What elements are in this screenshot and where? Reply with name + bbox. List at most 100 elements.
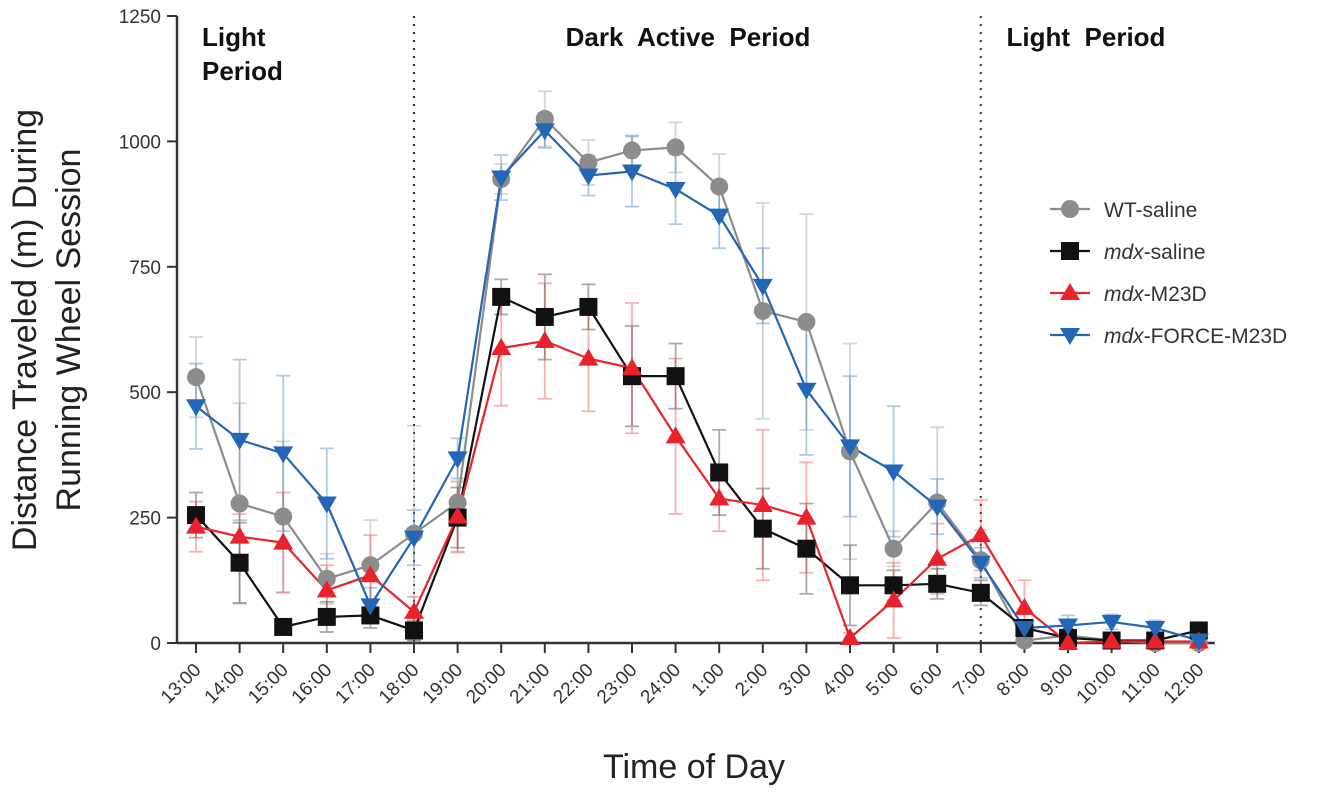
legend-label-rest: WT-saline — [1104, 199, 1197, 222]
x-tick-label: 24:00 — [637, 660, 685, 708]
data-point — [840, 627, 860, 645]
legend-label: WT-saline — [1104, 199, 1197, 222]
data-point — [928, 574, 947, 593]
series-line — [195, 339, 1199, 645]
data-point — [623, 141, 641, 160]
data-point — [970, 525, 991, 543]
y-axis-title: Running Wheel Session — [50, 149, 88, 512]
data-point — [796, 382, 817, 400]
data-point — [317, 569, 336, 588]
data-point — [273, 532, 294, 550]
x-tick-label: 22:00 — [549, 660, 597, 708]
data-point — [316, 580, 337, 598]
y-axis-title: Distance Traveled (m) During — [6, 109, 44, 551]
data-point — [665, 182, 686, 200]
legend-label-rest: -FORCE-M23D — [1144, 325, 1288, 348]
data-point — [186, 516, 206, 534]
data-point — [492, 287, 511, 306]
data-point — [1058, 618, 1078, 636]
data-point — [753, 301, 772, 320]
x-tick-label: 19:00 — [419, 660, 467, 708]
data-point — [360, 598, 381, 616]
y-tick-label: 1250 — [119, 7, 161, 28]
data-point — [187, 506, 205, 525]
y-tick-label: 750 — [129, 258, 161, 279]
x-tick-label: 10:00 — [1073, 660, 1121, 708]
data-point — [665, 426, 686, 444]
x-tick-label: 12:00 — [1160, 660, 1208, 708]
data-point — [491, 338, 512, 356]
legend-swatch-marker — [1061, 200, 1079, 218]
legend-label-italic: mdx — [1104, 325, 1145, 348]
data-point — [229, 526, 250, 544]
legend-label-italic: mdx — [1104, 283, 1145, 306]
data-point — [361, 556, 380, 575]
data-point — [229, 432, 250, 450]
x-tick-label: 14:00 — [201, 660, 249, 708]
legend-label: mdx-FORCE-M23D — [1104, 325, 1287, 348]
data-point — [1145, 631, 1166, 649]
period-label: Period — [202, 56, 283, 86]
data-point — [1145, 620, 1166, 638]
data-point — [186, 399, 206, 417]
legend-swatch-marker — [1060, 283, 1080, 300]
x-tick-label: 18:00 — [375, 660, 423, 708]
data-point — [1101, 631, 1122, 649]
x-tick-label: 13:00 — [157, 660, 205, 708]
data-point — [709, 208, 730, 226]
period-label: Light Period — [1007, 22, 1166, 52]
data-point — [405, 621, 423, 640]
x-tick-label: 5:00 — [862, 660, 903, 701]
data-point — [710, 463, 729, 482]
data-point — [361, 606, 380, 625]
data-point — [753, 519, 772, 538]
x-tick-label: 21:00 — [506, 660, 554, 708]
data-point — [447, 451, 468, 469]
data-point — [534, 123, 555, 141]
data-point — [491, 170, 512, 188]
x-tick-label: 15:00 — [244, 660, 292, 708]
data-point — [752, 278, 773, 296]
data-point — [578, 168, 599, 186]
series-markers — [186, 109, 1209, 652]
data-point — [317, 607, 336, 626]
data-point — [274, 617, 293, 636]
y-tick-label: 1000 — [119, 132, 161, 153]
legend-label: mdx-saline — [1104, 241, 1206, 264]
data-point — [666, 367, 685, 386]
axes — [167, 15, 1215, 653]
data-point — [1188, 633, 1209, 651]
x-tick-label: 23:00 — [593, 660, 641, 708]
x-axis-title: Time of Day — [603, 748, 785, 786]
data-point — [841, 576, 859, 595]
legend-label-rest: -saline — [1144, 241, 1206, 264]
data-point — [447, 506, 468, 524]
data-point — [710, 177, 729, 196]
data-point — [709, 488, 730, 506]
data-point — [578, 348, 599, 366]
period-label: Light — [202, 22, 266, 52]
x-tick-label: 6:00 — [906, 660, 947, 701]
data-point — [404, 601, 424, 619]
legend-swatch-marker — [1061, 242, 1079, 260]
legend-label: mdx-M23D — [1104, 283, 1207, 306]
data-point — [797, 539, 816, 558]
data-point — [1014, 620, 1035, 638]
data-point — [622, 164, 642, 182]
data-point — [187, 368, 205, 387]
data-point — [535, 109, 554, 128]
data-point — [796, 507, 817, 525]
chart-text: 0 250 500 750 1000 1250 13:0014:0015:0016:0017… — [6, 7, 1208, 786]
data-point — [274, 507, 293, 526]
data-point — [1101, 614, 1122, 632]
data-point — [666, 138, 685, 157]
data-point — [1014, 597, 1035, 615]
data-point — [404, 530, 424, 548]
series-line — [194, 117, 1199, 645]
x-tick-label: 20:00 — [462, 660, 510, 708]
series-line — [195, 128, 1200, 642]
data-point — [273, 446, 294, 464]
y-tick-label: 250 — [129, 509, 161, 530]
y-tick-label: 500 — [129, 383, 161, 404]
